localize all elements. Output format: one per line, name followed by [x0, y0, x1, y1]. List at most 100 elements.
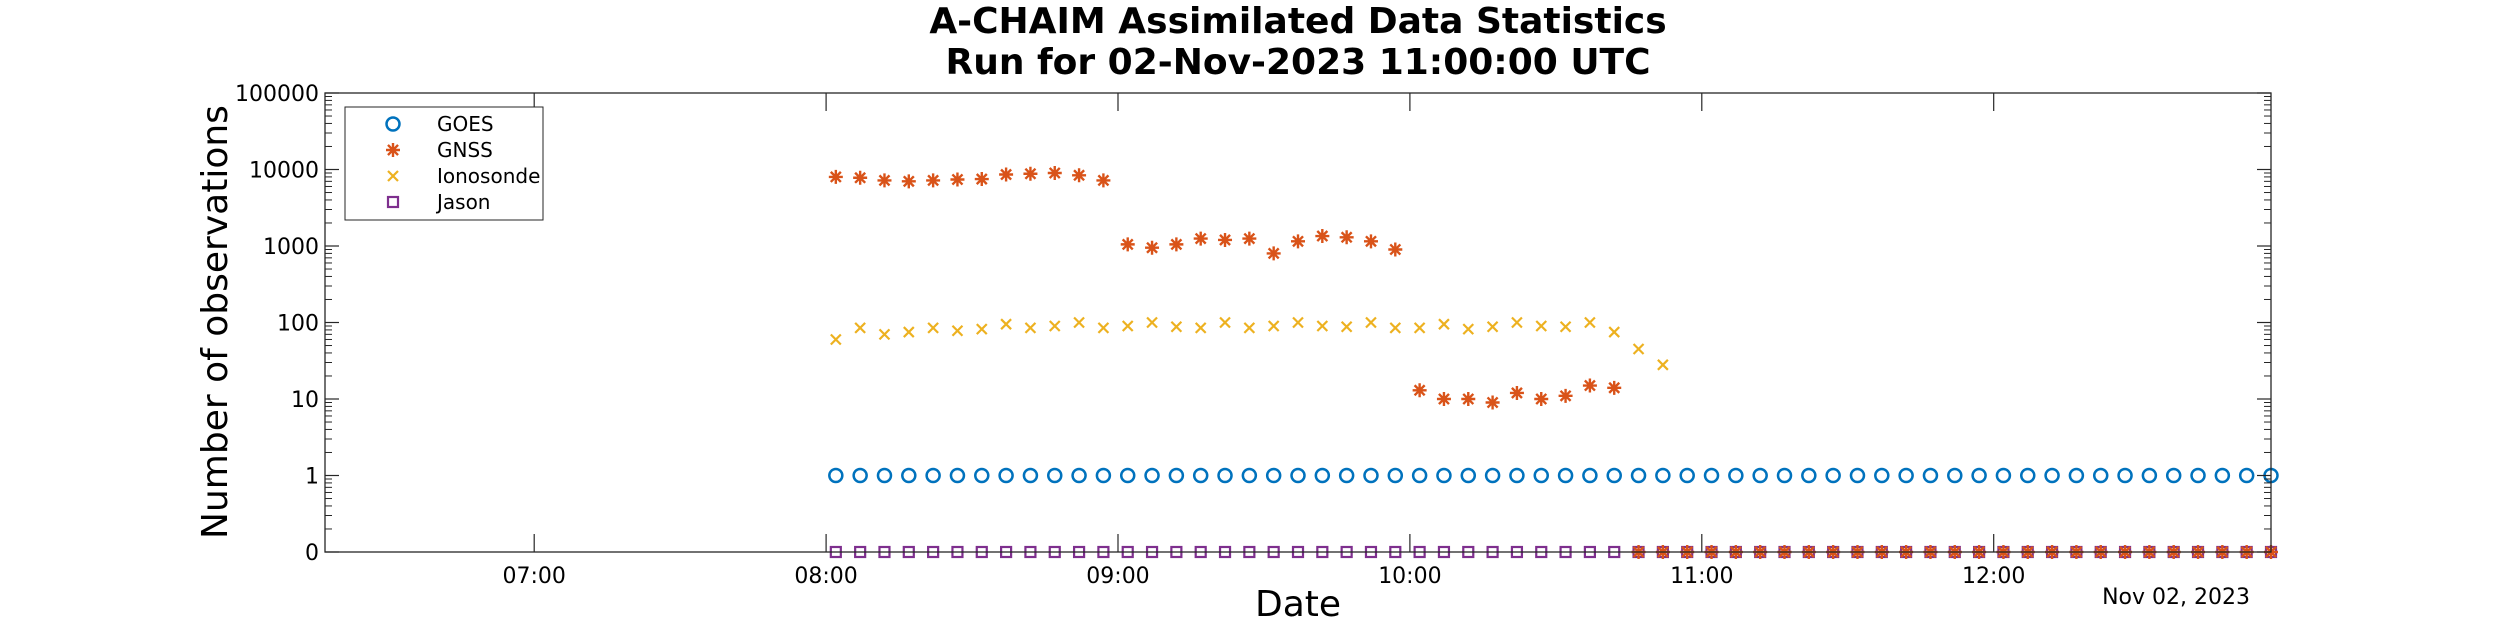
ionosonde-point — [830, 333, 842, 346]
gnss-point — [974, 172, 989, 187]
goes-point — [1971, 467, 1987, 484]
goes-point — [1338, 467, 1355, 484]
goes-point — [1314, 467, 1331, 484]
gnss-point — [1242, 231, 1257, 246]
legend-label-goes: GOES — [437, 112, 494, 136]
goes-point — [1825, 467, 1841, 484]
goes-point — [1703, 467, 1720, 484]
goes-point — [852, 467, 868, 484]
ionosonde-point — [1535, 320, 1548, 332]
goes-point — [1387, 467, 1404, 484]
ionosonde-point — [1584, 316, 1596, 329]
gnss-point — [1266, 246, 1281, 261]
goes-point — [1484, 467, 1501, 484]
y-tick-label: 10000 — [249, 159, 319, 184]
ionosonde-point — [1559, 320, 1572, 333]
gnss-point — [1023, 166, 1038, 181]
goes-point — [2190, 467, 2206, 484]
ionosonde-point — [1365, 316, 1377, 329]
ionosonde-point — [1413, 322, 1426, 334]
y-tick-label: 1 — [305, 465, 319, 490]
x-tick-label: 08:00 — [794, 564, 857, 589]
goes-point — [1022, 467, 1039, 484]
goes-point — [1679, 467, 1695, 484]
legend-label-jason: Jason — [435, 190, 491, 214]
ionosonde-point — [1146, 316, 1158, 329]
ionosonde-point — [1000, 318, 1012, 330]
goes-point — [2068, 467, 2085, 484]
goes-point — [1290, 467, 1306, 484]
gnss-point — [877, 173, 892, 188]
y-tick-label: 100 — [277, 312, 319, 337]
goes-point — [1947, 467, 1963, 484]
goes-point — [828, 467, 844, 484]
ionosonde-point — [927, 322, 939, 334]
x-tick-label: 11:00 — [1670, 564, 1733, 589]
goes-point — [1217, 467, 1233, 484]
ionosonde-point — [1073, 316, 1085, 329]
gnss-point — [1388, 242, 1403, 257]
gnss-point — [1534, 392, 1549, 406]
legend-marker-ionosonde — [387, 170, 399, 182]
ionosonde-point — [1438, 318, 1450, 330]
ionosonde-point — [1511, 316, 1523, 329]
gnss-point — [1436, 392, 1451, 406]
gnss-point — [1169, 237, 1184, 252]
legend-marker-jason — [386, 195, 400, 209]
chart-title-line-2: Run for 02-Nov-2023 11:00:00 UTC — [945, 42, 1650, 83]
gnss-point — [1509, 385, 1524, 400]
goes-point — [2117, 467, 2133, 484]
goes-point — [1047, 467, 1063, 484]
y-tick-label: 1000 — [263, 235, 319, 260]
legend-label-gnss: GNSS — [437, 138, 493, 162]
x-tick-label: 12:00 — [1962, 564, 2025, 589]
ionosonde-point — [1048, 320, 1061, 332]
goes-point — [2214, 467, 2231, 484]
goes-point — [1874, 467, 1890, 484]
gnss-point — [1461, 392, 1476, 406]
gnss-point — [1485, 395, 1500, 410]
legend-marker-goes — [385, 116, 401, 132]
gnss-point — [901, 174, 916, 189]
gnss-point — [828, 169, 843, 184]
ionosonde-point — [903, 326, 915, 338]
ionosonde-point — [1121, 320, 1134, 332]
goes-point — [1460, 467, 1477, 484]
gnss-point — [1558, 388, 1573, 403]
ionosonde-point — [1194, 322, 1207, 334]
ionosonde-point — [1219, 316, 1231, 329]
gnss-point — [1339, 230, 1354, 245]
goes-point — [998, 467, 1014, 484]
goes-point — [1071, 467, 1087, 484]
goes-point — [1728, 467, 1744, 484]
legend-box — [344, 106, 544, 221]
gnss-point — [1145, 240, 1160, 255]
date-label: Nov 02, 2023 — [2102, 585, 2250, 610]
y-axis-label: Number of observations — [195, 105, 236, 539]
goes-point — [1411, 467, 1428, 484]
goes-point — [1241, 467, 1258, 484]
goes-point — [2020, 467, 2036, 484]
goes-point — [1752, 467, 1768, 484]
goes-point — [2141, 467, 2158, 484]
goes-point — [1606, 467, 1622, 484]
goes-point — [2044, 467, 2060, 484]
gnss-point — [1218, 232, 1233, 247]
ionosonde-point — [1267, 320, 1280, 332]
goes-point — [1557, 467, 1574, 484]
goes-point — [1436, 467, 1452, 484]
gnss-point — [853, 170, 868, 185]
goes-point — [949, 467, 966, 484]
goes-point — [1265, 467, 1282, 484]
gnss-point — [1412, 383, 1427, 398]
ionosonde-point — [1632, 343, 1645, 355]
gnss-point — [1291, 234, 1305, 249]
data-marks — [828, 166, 2279, 559]
gnss-point — [1096, 173, 1111, 188]
goes-point — [1095, 467, 1112, 484]
ionosonde-point — [1608, 326, 1620, 338]
ionosonde-point — [1486, 320, 1499, 333]
gnss-point — [926, 173, 941, 188]
gnss-point — [1120, 237, 1135, 252]
